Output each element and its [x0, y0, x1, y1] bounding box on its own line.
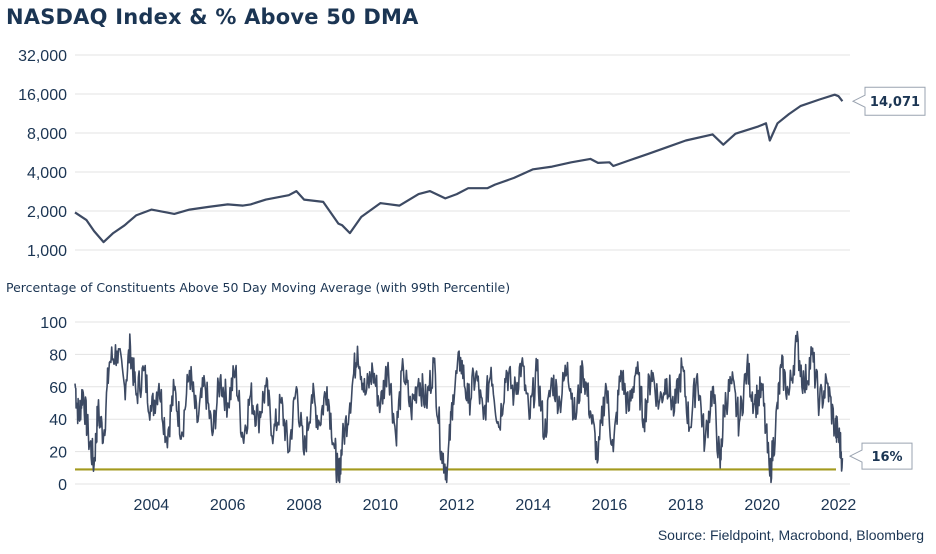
x-tick-label: 2020 — [744, 497, 780, 514]
upper-y-tick-label: 1,000 — [27, 243, 67, 260]
lower-y-tick-label: 20 — [49, 445, 67, 462]
lower-y-tick-label: 80 — [49, 347, 67, 364]
lower-panel-title: Percentage of Constituents Above 50 Day … — [6, 280, 511, 295]
breadth-panel: 0 20 40 60 80 100 2004 2006 2008 2010 2012 2014 201… — [40, 315, 913, 514]
upper-y-axis: 1,000 2,000 4,000 8,000 16,000 32,000 — [18, 48, 67, 260]
chart-title: NASDAQ Index & % Above 50 DMA — [6, 5, 419, 29]
nasdaq-line — [74, 93, 844, 244]
upper-y-tick-label: 4,000 — [27, 165, 67, 182]
lower-y-tick-label: 40 — [49, 412, 67, 429]
x-tick-label: 2022 — [821, 497, 857, 514]
breadth-last-value-callout: 16% — [848, 442, 913, 470]
callout-box — [851, 86, 926, 116]
x-tick-label: 2012 — [439, 497, 475, 514]
nasdaq-last-value: 14,071 — [870, 95, 920, 110]
x-tick-label: 2004 — [134, 497, 170, 514]
x-tick-label: 2008 — [286, 497, 322, 514]
callout-box — [848, 442, 913, 470]
upper-y-tick-label: 8,000 — [27, 126, 67, 143]
x-tick-label: 2006 — [210, 497, 246, 514]
breadth-line — [74, 330, 844, 484]
upper-y-tick-label: 2,000 — [27, 204, 67, 221]
upper-y-tick-label: 32,000 — [18, 48, 67, 65]
lower-y-axis: 0 20 40 60 80 100 — [40, 315, 67, 494]
lower-y-tick-label: 0 — [58, 477, 67, 494]
x-tick-label: 2016 — [592, 497, 628, 514]
x-tick-label: 2014 — [515, 497, 551, 514]
lower-y-tick-label: 60 — [49, 380, 67, 397]
x-axis: 2004 2006 2008 2010 2012 2014 2016 2018 2020 2022 — [134, 497, 857, 514]
breadth-series — [74, 330, 844, 484]
lower-y-tick-label: 100 — [40, 315, 67, 332]
upper-gridlines — [75, 54, 850, 251]
source-note: Source: Fieldpoint, Macrobond, Bloomberg — [657, 527, 924, 543]
nasdaq-panel: 1,000 2,000 4,000 8,000 16,000 32,000 14,071 — [18, 48, 926, 260]
upper-y-tick-label: 16,000 — [18, 87, 67, 104]
breadth-last-value: 16% — [871, 450, 902, 465]
nasdaq-last-value-callout: 14,071 — [851, 86, 926, 116]
nasdaq-series — [74, 93, 844, 244]
lower-gridlines — [75, 321, 850, 485]
x-tick-label: 2010 — [363, 497, 399, 514]
x-tick-label: 2018 — [668, 497, 704, 514]
